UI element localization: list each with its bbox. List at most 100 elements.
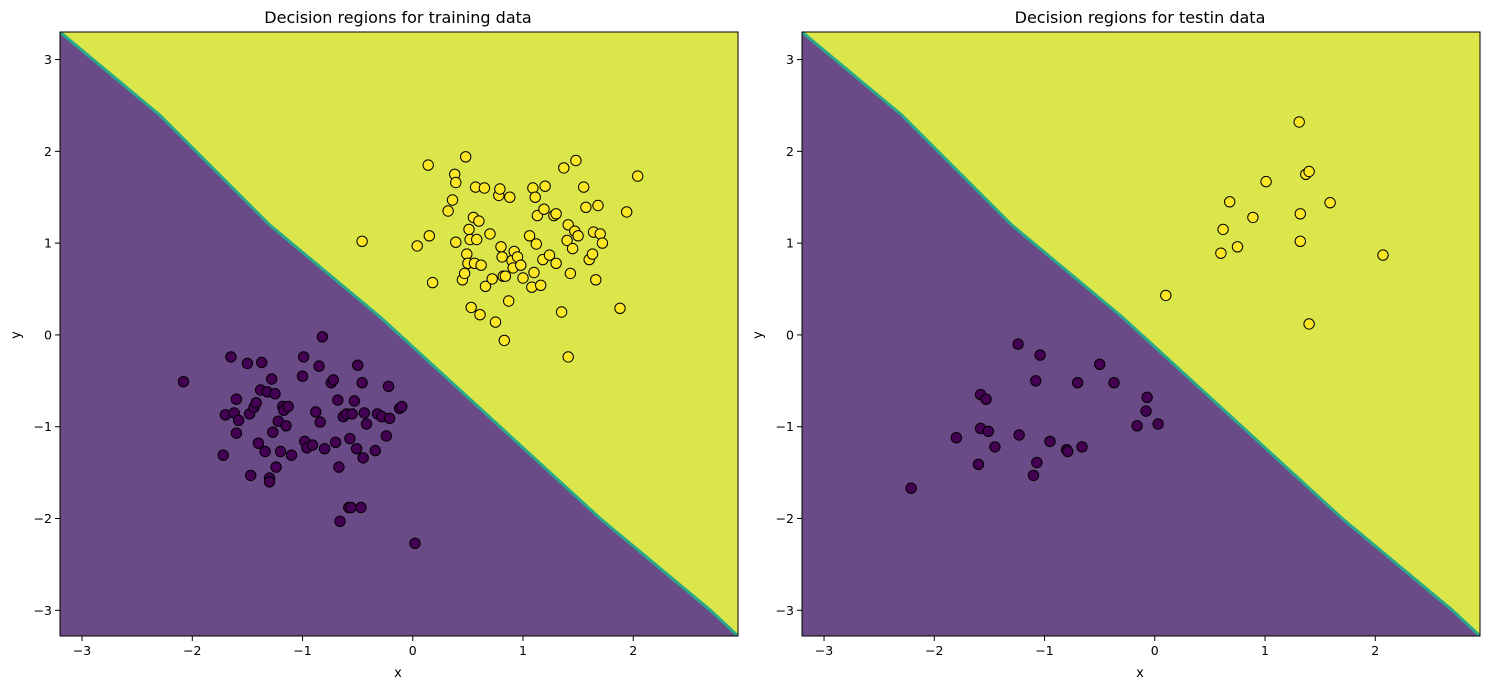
data-point [252,437,265,449]
x-tick-label: −2 [925,643,943,658]
data-point [1231,241,1244,253]
data-point [422,159,434,171]
data-point [267,426,279,438]
data-point [1031,456,1043,469]
data-point [411,240,423,252]
data-point [356,377,368,389]
data-point [494,183,506,195]
y-tick-label: −3 [34,603,52,618]
data-point [578,181,590,193]
data-point [496,251,508,263]
data-point [1377,249,1389,261]
data-point [282,400,294,413]
data-point [1062,445,1074,458]
data-point [632,170,644,182]
x-tick-label: 2 [1371,643,1379,658]
x-tick-label: −3 [73,643,91,658]
data-point [426,276,439,289]
testing-decision-regions-chart: Decision regions for testin data x y −3 −… [751,8,1481,681]
data-point [1247,211,1259,224]
data-point [972,458,985,470]
data-point [314,416,326,428]
data-point [463,223,475,236]
data-point [478,182,491,194]
series-class-0 [905,338,1164,494]
x-tick-label: 1 [519,643,527,658]
x-tick-label: 0 [409,643,417,658]
data-point [316,331,329,343]
data-point [580,201,592,214]
data-point [1294,208,1307,220]
data-point [259,445,271,458]
data-point [527,182,539,194]
data-point [515,259,527,271]
data-point [499,270,512,282]
data-point [1303,318,1315,330]
x-tick-label: −2 [183,643,201,658]
data-point [486,273,498,285]
data-point [1217,223,1229,236]
data-point [1324,197,1336,209]
data-point [409,537,421,549]
data-point [1140,405,1152,417]
data-point [350,443,363,455]
plot-frame [801,31,1481,637]
data-point [357,452,369,464]
data-point [1071,377,1084,389]
data-point [360,418,373,430]
data-point [1303,165,1315,178]
data-point [1160,289,1172,302]
y-tick-label: 3 [44,52,52,67]
data-point [352,359,364,371]
data-point [465,301,477,314]
data-point [383,412,396,425]
data-point [590,274,602,286]
series-class-1 [356,151,644,363]
data-point [555,306,568,318]
x-tick-label: −3 [815,643,833,658]
data-point [572,230,584,242]
data-point [327,374,340,386]
data-point [982,425,994,437]
plot-area [802,32,1480,636]
data-point [1034,349,1046,361]
x-axis-label: x [1136,666,1144,681]
y-tick-label: 1 [44,236,52,251]
data-point [558,162,570,174]
data-point [230,393,243,405]
data-point [479,280,492,292]
data-point [523,230,536,242]
data-point [310,406,322,418]
data-point [355,501,367,514]
data-point [280,420,292,432]
data-point [423,230,435,242]
data-point [1012,338,1024,350]
data-point [1152,418,1164,430]
data-point [230,427,243,439]
y-tick-label: 3 [786,52,794,67]
data-point [473,215,485,227]
data-point [274,445,287,458]
y-tick-label: −2 [776,511,794,526]
chart-title: Decision regions for training data [264,8,531,27]
data-point [980,393,992,405]
data-point [1013,429,1025,441]
data-point [217,449,229,461]
data-point [1030,375,1042,387]
data-point [225,351,237,363]
data-point [550,257,562,269]
data-point [562,351,574,363]
data-point [1224,196,1236,208]
data-point [530,238,542,250]
x-tick-label: −1 [1035,643,1053,658]
data-point [1108,377,1120,389]
data-point [318,443,331,455]
data-point [614,302,626,314]
y-axis-label: y [9,331,24,339]
data-point [621,206,633,218]
y-tick-label: −3 [776,603,794,618]
region-class-0 [60,32,738,636]
data-point [535,279,547,291]
data-point [1076,441,1088,453]
